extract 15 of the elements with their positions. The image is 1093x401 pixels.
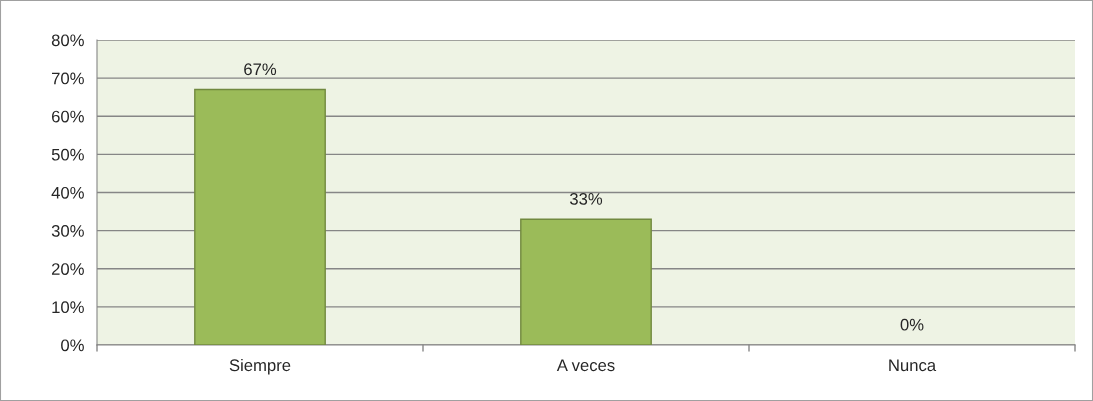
y-tick-label: 40% — [51, 186, 84, 199]
data-label: 33% — [569, 192, 603, 205]
y-tick-label: 70% — [52, 72, 84, 85]
x-tick-label: A veces — [556, 359, 615, 372]
y-tick-label: 0% — [61, 339, 84, 352]
y-tick-label: 80% — [51, 34, 84, 47]
y-tick-label: 60% — [51, 110, 84, 123]
y-tick-label: 20% — [51, 263, 84, 275]
x-tick-label: Siempre — [229, 358, 291, 375]
data-label: 0% — [900, 318, 924, 331]
y-tick-label: 10% — [52, 301, 84, 314]
y-tick-label: 30% — [51, 225, 84, 237]
data-label: 67% — [244, 63, 277, 76]
x-tick-label: Nunca — [889, 359, 937, 372]
y-tick-label: 50% — [51, 148, 84, 161]
